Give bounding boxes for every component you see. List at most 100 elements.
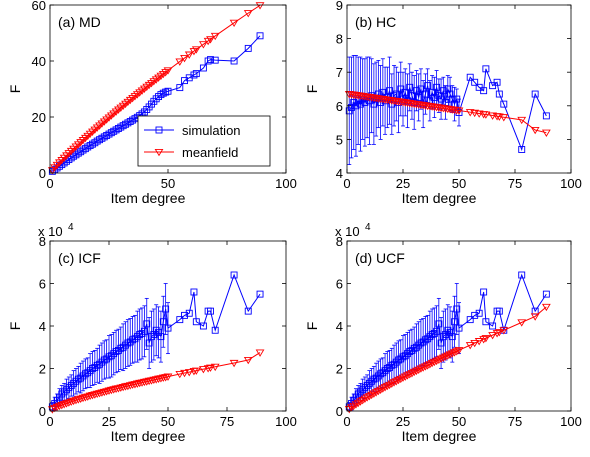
data-point [427, 359, 437, 368]
y-tick-label: 6 [336, 277, 343, 292]
x-tick-label: 75 [220, 414, 234, 429]
data-point [255, 349, 265, 357]
y-tick-label: 8 [336, 234, 343, 249]
data-point [394, 376, 403, 385]
data-point [480, 288, 488, 296]
y-tick-label: 0 [336, 404, 343, 419]
y-tick-label: 7 [336, 65, 343, 80]
data-point [542, 290, 550, 298]
data-point [55, 402, 64, 411]
panel-label: (d) UCF [355, 250, 405, 266]
data-point [450, 349, 459, 357]
data-point [454, 107, 464, 115]
data-point [517, 116, 527, 125]
x-axis-label: Item degree [402, 428, 477, 444]
data-point [356, 398, 365, 406]
data-point [147, 377, 156, 385]
data-point [396, 375, 406, 384]
error-bars [347, 283, 461, 412]
data-point [466, 316, 474, 324]
data-point [184, 369, 194, 377]
data-point [58, 390, 66, 398]
data-point [362, 394, 372, 402]
data-point [96, 360, 104, 368]
y-exponent-power: 4 [365, 222, 371, 233]
data-point [432, 357, 441, 366]
data-point [439, 87, 447, 95]
data-point [78, 394, 88, 403]
x-tick-label: 50 [452, 176, 466, 191]
data-point [157, 333, 165, 341]
data-point [102, 388, 112, 396]
y-axis-label: F [304, 322, 320, 331]
data-point [62, 400, 71, 408]
data-point [164, 324, 172, 332]
data-point [518, 146, 526, 153]
data-point [77, 374, 85, 382]
data-point [57, 402, 67, 410]
legend-entry-simulation: simulation [144, 123, 241, 138]
y-tick-label: 20 [32, 110, 46, 125]
data-point [60, 388, 68, 396]
data-point [192, 318, 200, 326]
data-point [114, 385, 123, 393]
y-tick-label: 40 [32, 54, 46, 69]
data-point [531, 90, 539, 98]
data-point [376, 386, 385, 395]
data-point [356, 388, 364, 396]
data-point [138, 329, 146, 337]
y-exponent: x 10 4 [335, 222, 371, 239]
data-point [143, 320, 151, 328]
data-point [230, 57, 238, 65]
legend-box [137, 115, 271, 167]
y-tick-label: 9 [336, 0, 343, 13]
data-point [206, 364, 215, 372]
data-point [230, 271, 238, 279]
panel-label: (b) HC [355, 14, 396, 30]
data-point [163, 67, 173, 75]
data-point [155, 328, 163, 336]
x-tick-label: 0 [343, 176, 350, 191]
legend: simulation meanfield [137, 115, 271, 167]
x-axis-label: Item degree [111, 428, 186, 444]
series-meanfield [344, 303, 551, 414]
data-point [480, 87, 488, 95]
data-point [488, 332, 497, 340]
data-point [256, 290, 264, 298]
series-simulation [345, 271, 550, 412]
series-meanfield [47, 349, 265, 414]
x-tick-label: 100 [275, 176, 297, 191]
data-point [378, 385, 388, 393]
data-point [207, 56, 214, 64]
x-tick-label: 100 [560, 176, 582, 191]
data-point [210, 32, 220, 41]
data-point [444, 85, 452, 93]
data-point [475, 309, 483, 317]
data-point [156, 375, 166, 383]
data-point [140, 108, 148, 116]
data-point [373, 387, 383, 396]
data-point [243, 10, 253, 18]
data-point [444, 326, 452, 334]
panel-label: (c) ICF [58, 250, 101, 266]
data-point [474, 338, 484, 346]
data-point [409, 368, 419, 377]
y-axis-label: F [7, 322, 23, 331]
data-point [482, 65, 490, 73]
data-point [116, 384, 126, 392]
data-point [371, 389, 381, 397]
data-point [447, 350, 457, 358]
data-point [415, 93, 423, 101]
data-point [95, 390, 104, 398]
data-point [142, 378, 152, 386]
data-point [191, 46, 201, 54]
data-point [184, 51, 194, 59]
data-point [416, 365, 426, 373]
data-point [466, 73, 474, 81]
data-point [391, 378, 401, 386]
data-point [70, 379, 78, 387]
data-point [454, 347, 464, 355]
data-point [481, 335, 491, 343]
data-point [406, 83, 414, 91]
